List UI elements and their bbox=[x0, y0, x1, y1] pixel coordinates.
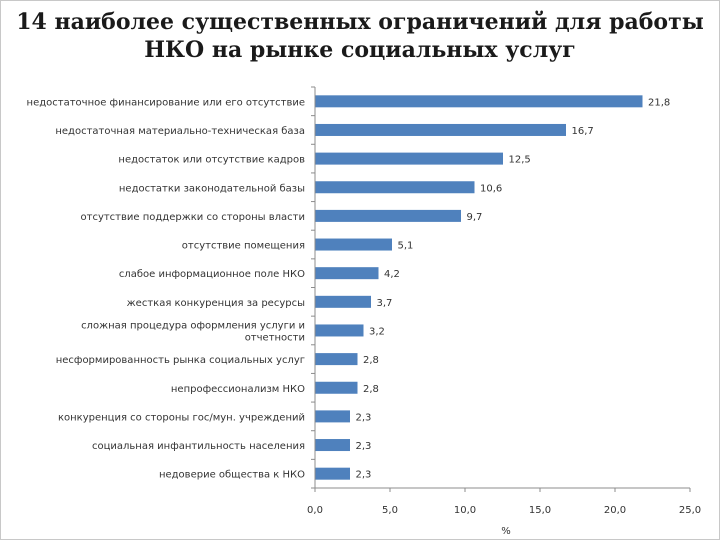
bar bbox=[315, 152, 503, 165]
bar bbox=[315, 238, 392, 251]
category-label: недостаток или отсутствие кадров bbox=[118, 155, 305, 166]
category-label: несформированность рынка социальных услу… bbox=[56, 355, 305, 366]
category-label: социальная инфантильность населения bbox=[92, 441, 305, 452]
category-label: непрофессионализм НКО bbox=[171, 384, 305, 395]
chart-title: 14 наиболее существенных ограничений для… bbox=[0, 8, 720, 64]
bar-value-label: 10,6 bbox=[480, 183, 502, 194]
bar-value-label: 9,7 bbox=[467, 212, 483, 223]
bar-value-label: 12,5 bbox=[509, 155, 531, 166]
category-label: жесткая конкуренция за ресурсы bbox=[127, 298, 305, 309]
bar-value-label: 2,3 bbox=[356, 470, 372, 481]
category-label: недоверие общества к НКО bbox=[159, 470, 305, 481]
category-label: сложная процедура оформления услуги и bbox=[81, 320, 305, 331]
bar-value-label: 2,8 bbox=[363, 355, 379, 366]
bar bbox=[315, 353, 358, 366]
bar bbox=[315, 181, 475, 194]
bar bbox=[315, 295, 371, 308]
category-label: отчетности bbox=[245, 332, 305, 343]
x-tick-label: 25,0 bbox=[679, 505, 701, 516]
bar-value-label: 4,2 bbox=[384, 269, 400, 280]
category-label: недостаточная материально-техническая ба… bbox=[55, 126, 305, 137]
bar-value-label: 2,3 bbox=[356, 441, 372, 452]
category-label: конкуренция со стороны гос/мун. учрежден… bbox=[58, 412, 305, 423]
bar bbox=[315, 381, 358, 394]
bar bbox=[315, 439, 350, 452]
x-tick-label: 10,0 bbox=[454, 505, 476, 516]
bar bbox=[315, 324, 364, 337]
bar-value-label: 21,8 bbox=[648, 97, 670, 108]
bar-value-label: 2,3 bbox=[356, 412, 372, 423]
x-tick-label: 5,0 bbox=[382, 505, 398, 516]
category-label: недостаточное финансирование или его отс… bbox=[27, 97, 305, 108]
bar bbox=[315, 209, 461, 222]
bar bbox=[315, 123, 566, 136]
bar-value-label: 3,7 bbox=[377, 298, 393, 309]
category-label: отсутствие помещения bbox=[182, 241, 305, 252]
bar-value-label: 3,2 bbox=[369, 326, 385, 337]
x-tick-label: 20,0 bbox=[604, 505, 626, 516]
bar bbox=[315, 467, 350, 480]
plot-area: 0,0 5,0 10,0 15,0 20,0 25,0% 21,8 недостаточное… bbox=[27, 86, 701, 537]
category-label: недостатки законодательной базы bbox=[119, 183, 305, 194]
bar-value-label: 2,8 bbox=[363, 384, 379, 395]
x-tick-label: 0,0 bbox=[307, 505, 323, 516]
bar bbox=[315, 267, 379, 280]
category-label: отсутствие поддержки со стороны власти bbox=[81, 212, 306, 223]
bar-value-label: 16,7 bbox=[572, 126, 594, 137]
x-tick-label: 15,0 bbox=[529, 505, 551, 516]
category-label: слабое информационное поле НКО bbox=[119, 269, 305, 280]
chart-title-line-2: НКО на рынке социальных услуг bbox=[144, 37, 576, 63]
chart-title-line-1: 14 наиболее существенных ограничений для… bbox=[16, 9, 704, 35]
bar bbox=[315, 95, 643, 108]
bar-value-label: 5,1 bbox=[398, 241, 414, 252]
x-axis-label: % bbox=[501, 526, 511, 537]
bar bbox=[315, 410, 350, 423]
